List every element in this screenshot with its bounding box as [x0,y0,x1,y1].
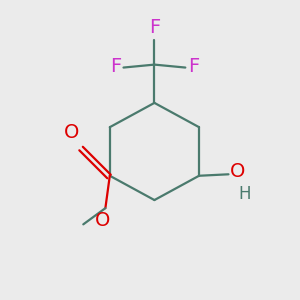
Text: F: F [149,18,160,37]
Text: O: O [95,211,111,230]
Text: O: O [64,124,80,142]
Text: O: O [230,162,245,182]
Text: H: H [238,185,251,203]
Text: F: F [188,58,199,76]
Text: F: F [110,58,121,76]
